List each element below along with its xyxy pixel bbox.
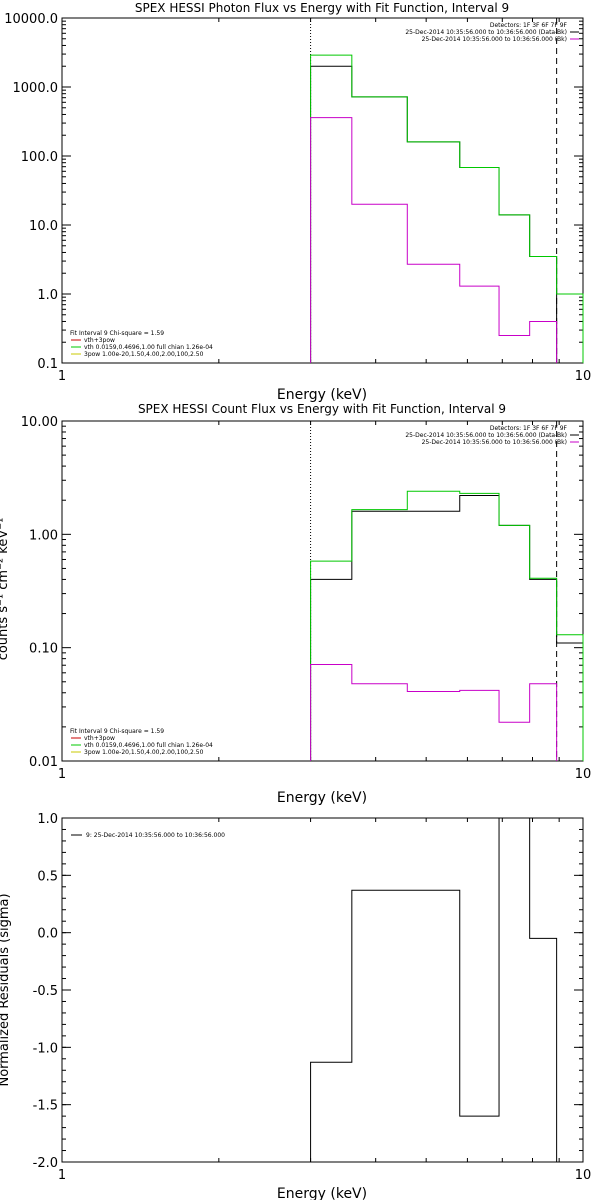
photon-flux-panel: SPEX HESSI Photon Flux vs Energy with Fi… <box>4 1 591 403</box>
count-flux-panel: SPEX HESSI Count Flux vs Energy with Fit… <box>0 402 591 806</box>
legend-entry: Fit Interval 9 Chi-square = 1.59 <box>70 330 164 337</box>
y-tick-label: -1.5 <box>33 1099 58 1114</box>
legend-entry: 25-Dec-2014 10:35:56.000 to 10:36:56.000… <box>405 29 567 36</box>
photon-flux-title: SPEX HESSI Photon Flux vs Energy with Fi… <box>135 1 509 15</box>
y-tick-label: 1.00 <box>29 528 58 543</box>
y-tick-label: 10.0 <box>29 219 58 234</box>
legend-entry: 9: 25-Dec-2014 10:35:56.000 to 10:36:56.… <box>86 832 225 839</box>
plot-frame <box>61 17 584 364</box>
series-bk <box>310 664 558 761</box>
legend-entry: Fit Interval 9 Chi-square = 1.59 <box>70 728 164 735</box>
y-tick-label: -1.0 <box>33 1041 58 1056</box>
legend-entry: 25-Dec-2014 10:35:56.000 to 10:36:56.000… <box>422 36 567 43</box>
photon-flux-xlabel: Energy (keV) <box>277 387 367 403</box>
series-vth-3pow <box>310 490 584 761</box>
legend-entry: Detectors: 1F 3F 6F 7F 9F <box>490 425 568 432</box>
plot-frame <box>61 420 584 762</box>
count-flux-xlabel: Energy (keV) <box>277 790 367 806</box>
x-tick-label: 10 <box>575 767 592 782</box>
y-tick-label: 1000.0 <box>13 81 59 96</box>
x-tick-label: 1 <box>58 369 66 384</box>
legend-entry: 25-Dec-2014 10:35:56.000 to 10:36:56.000… <box>405 432 567 439</box>
legend-entry: 3pow 1.00e-20,1.50,4.00,2.00,100,2.50 <box>84 351 204 358</box>
x-tick-label: 10 <box>575 1168 592 1183</box>
legend-entry: 25-Dec-2014 10:35:56.000 to 10:36:56.000… <box>422 439 567 446</box>
legend-entry: vth 0.0159,0.4696,1.00 full chian 1.26e-… <box>84 742 213 749</box>
y-tick-label: 0.0 <box>37 927 58 942</box>
residuals-xlabel: Energy (keV) <box>277 1186 367 1200</box>
series-residuals <box>310 817 558 1162</box>
y-tick-label: 0.01 <box>29 755 58 770</box>
series-bk <box>310 117 558 363</box>
x-tick-label: 1 <box>58 767 66 782</box>
x-tick-label: 1 <box>58 1168 66 1183</box>
legend-entry: vth+3pow <box>84 337 115 344</box>
y-tick-label: 1.0 <box>37 288 58 303</box>
series-vth-3pow <box>310 54 584 363</box>
y-tick-label: 1.0 <box>37 812 58 827</box>
y-tick-label: 10.00 <box>21 415 58 430</box>
legend-entry: vth 0.0159,0.4696,1.00 full chian 1.26e-… <box>84 344 213 351</box>
legend-entry: Detectors: 1F 3F 6F 7F 9F <box>490 22 568 29</box>
residuals-panel: Energy (keV) Normalized Residuals (sigma… <box>0 812 591 1200</box>
residuals-ylabel: Normalized Residuals (sigma) <box>0 893 12 1086</box>
legend-entry: 3pow 1.00e-20,1.50,4.00,2.00,100,2.50 <box>84 749 204 756</box>
x-tick-label: 10 <box>575 369 592 384</box>
plot-frame <box>61 817 584 1163</box>
y-tick-label: 0.5 <box>37 869 58 884</box>
y-tick-label: 0.1 <box>37 357 58 372</box>
y-tick-label: -0.5 <box>33 984 58 999</box>
y-tick-label: 10000.0 <box>4 12 58 27</box>
y-tick-label: 0.10 <box>29 642 58 657</box>
y-tick-label: 100.0 <box>21 150 58 165</box>
count-flux-title: SPEX HESSI Count Flux vs Energy with Fit… <box>138 402 506 416</box>
y-tick-label: -2.0 <box>33 1156 58 1171</box>
count-flux-ylabel: counts s⁻¹ cm⁻² keV⁻¹ <box>0 518 11 661</box>
legend-entry: vth+3pow <box>84 735 115 742</box>
